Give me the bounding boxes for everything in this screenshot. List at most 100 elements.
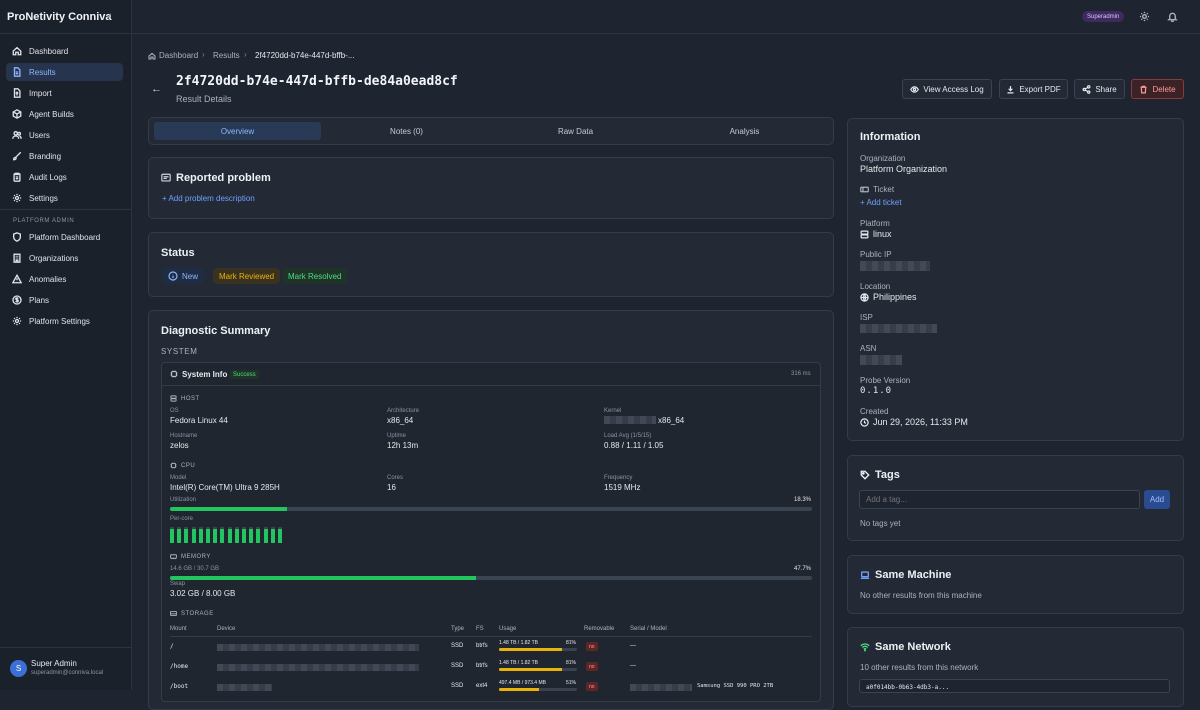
column-header-type: Type <box>451 626 465 632</box>
uptime-value: 12h 13m <box>387 441 419 450</box>
storage-usage-fill <box>499 648 563 651</box>
cpu-core-bar <box>227 527 232 543</box>
redacted-isp <box>860 324 937 333</box>
tab-notes[interactable]: Notes (0) <box>390 126 423 136</box>
sidebar-item-plans[interactable]: Plans <box>6 291 123 309</box>
storage-usage: 497.4 MB / 973.4 MB <box>499 680 546 686</box>
trash-icon <box>1140 85 1147 93</box>
sidebar-item-platform-dashboard[interactable]: Platform Dashboard <box>6 228 123 246</box>
swap-value: 3.02 GB / 8.00 GB <box>170 589 236 598</box>
cpu-core-bar <box>191 527 196 543</box>
breadcrumb-separator-icon: › <box>202 50 205 59</box>
sidebar-item-label: Agent Builds <box>29 109 74 119</box>
utilization-label: Utilization <box>170 497 197 503</box>
status-new-badge[interactable]: New <box>162 268 205 284</box>
location-label: Location <box>860 282 891 291</box>
sidebar-item-settings[interactable]: Settings <box>6 189 123 207</box>
sidebar-item-label: Results <box>29 67 56 77</box>
hostname-label: Hostname <box>170 433 198 439</box>
brush-icon <box>12 151 22 161</box>
diagnostic-summary-title: Diagnostic Summary <box>161 325 271 337</box>
back-arrow-icon[interactable]: ← <box>151 83 162 95</box>
cpu-core-bar <box>234 527 239 543</box>
add-problem-description-link[interactable]: + Add problem description <box>162 194 255 203</box>
sidebar-item-platform-settings[interactable]: Platform Settings <box>6 312 123 330</box>
eye-icon <box>910 85 920 93</box>
tab-analysis[interactable]: Analysis <box>729 126 760 136</box>
load-avg-value: 0.88 / 1.11 / 1.05 <box>604 441 664 450</box>
sidebar-item-dashboard[interactable]: Dashboard <box>6 42 123 60</box>
cpu-chip-icon <box>170 462 177 469</box>
home-icon <box>12 46 22 56</box>
column-header-serial: Serial / Model <box>630 626 667 632</box>
add-ticket-link[interactable]: + Add ticket <box>860 198 902 207</box>
message-icon <box>161 173 171 182</box>
storage-usage-bar <box>499 648 577 651</box>
divider <box>0 209 132 210</box>
bell-icon[interactable] <box>1167 11 1178 22</box>
status-label: New <box>182 271 199 281</box>
cores-value: 16 <box>387 483 396 492</box>
cpu-core-fill <box>220 528 225 543</box>
mark-resolved-button[interactable]: Mark Resolved <box>282 268 348 284</box>
cpu-core-bar <box>249 527 254 543</box>
sidebar-item-label: Dashboard <box>29 46 69 56</box>
collapse-sidebar-icon[interactable]: ‹ <box>108 10 112 22</box>
organization-value: Platform Organization <box>860 164 948 174</box>
cpu-core-bar <box>242 527 246 543</box>
user-name: Super Admin <box>31 659 77 668</box>
tab-overview[interactable]: Overview <box>154 122 321 140</box>
section-label: CPU <box>181 462 196 469</box>
redacted-device <box>217 664 419 671</box>
tag-input[interactable] <box>859 490 1140 509</box>
organization-label: Organization <box>860 154 906 163</box>
delete-button[interactable]: Delete <box>1131 79 1184 99</box>
sidebar-item-import[interactable]: Import <box>6 84 123 102</box>
button-label: Delete <box>1152 84 1176 94</box>
cpu-core-fill <box>170 528 174 543</box>
add-tag-button[interactable]: Add <box>1144 490 1170 509</box>
sun-icon[interactable] <box>1139 11 1150 22</box>
cpu-section-head: CPU <box>170 462 195 469</box>
cpu-core-fill <box>206 529 210 543</box>
mark-reviewed-button[interactable]: Mark Reviewed <box>213 268 281 284</box>
sidebar-item-audit-logs[interactable]: Audit Logs <box>6 168 123 186</box>
users-icon <box>12 131 22 139</box>
tab-bar: Overview Notes (0) Raw Data Analysis <box>148 117 834 145</box>
storage-serial: — <box>630 663 636 669</box>
memory-icon <box>170 554 177 560</box>
sidebar-item-organizations[interactable]: Organizations <box>6 249 123 267</box>
sidebar-item-agent-builds[interactable]: Agent Builds <box>6 105 123 123</box>
tab-raw-data[interactable]: Raw Data <box>557 126 594 136</box>
sidebar-item-anomalies[interactable]: Anomalies <box>6 270 123 288</box>
sidebar-item-label: Settings <box>29 193 58 203</box>
same-machine-text: No other results from this machine <box>860 591 982 600</box>
os-value: Fedora Linux 44 <box>170 416 228 425</box>
share-button[interactable]: Share <box>1074 79 1125 99</box>
platform-label: Platform <box>860 219 890 228</box>
breadcrumb-results[interactable]: Results <box>213 51 240 60</box>
breadcrumb-home[interactable]: Dashboard <box>148 51 198 60</box>
storage-usage: 1.48 TB / 1.82 TB <box>499 640 539 646</box>
sidebar-item-label: Users <box>29 130 50 140</box>
architecture-value: x86_64 <box>387 416 414 425</box>
cpu-core-bar <box>278 527 282 543</box>
sidebar-item-results[interactable]: Results <box>6 63 123 81</box>
sidebar-item-branding[interactable]: Branding <box>6 147 123 165</box>
sidebar-item-users[interactable]: Users <box>6 126 123 144</box>
cpu-core-fill <box>184 529 189 543</box>
memory-usage-fill <box>170 576 477 580</box>
card-title-text: Same Network <box>875 641 951 653</box>
alert-icon <box>12 274 22 284</box>
view-access-log-button[interactable]: View Access Log <box>902 79 992 99</box>
os-label: OS <box>170 408 179 414</box>
uptime-label: Uptime <box>387 433 407 439</box>
sidebar-item-label: Import <box>29 88 52 98</box>
wifi-icon <box>860 643 870 652</box>
same-machine-card <box>847 555 1184 614</box>
export-pdf-button[interactable]: Export PDF <box>999 79 1068 99</box>
frequency-value: 1519 MHz <box>604 483 641 492</box>
public-ip-label: Public IP <box>860 250 892 259</box>
avatar[interactable]: S <box>10 660 27 677</box>
gear-icon <box>12 316 22 326</box>
